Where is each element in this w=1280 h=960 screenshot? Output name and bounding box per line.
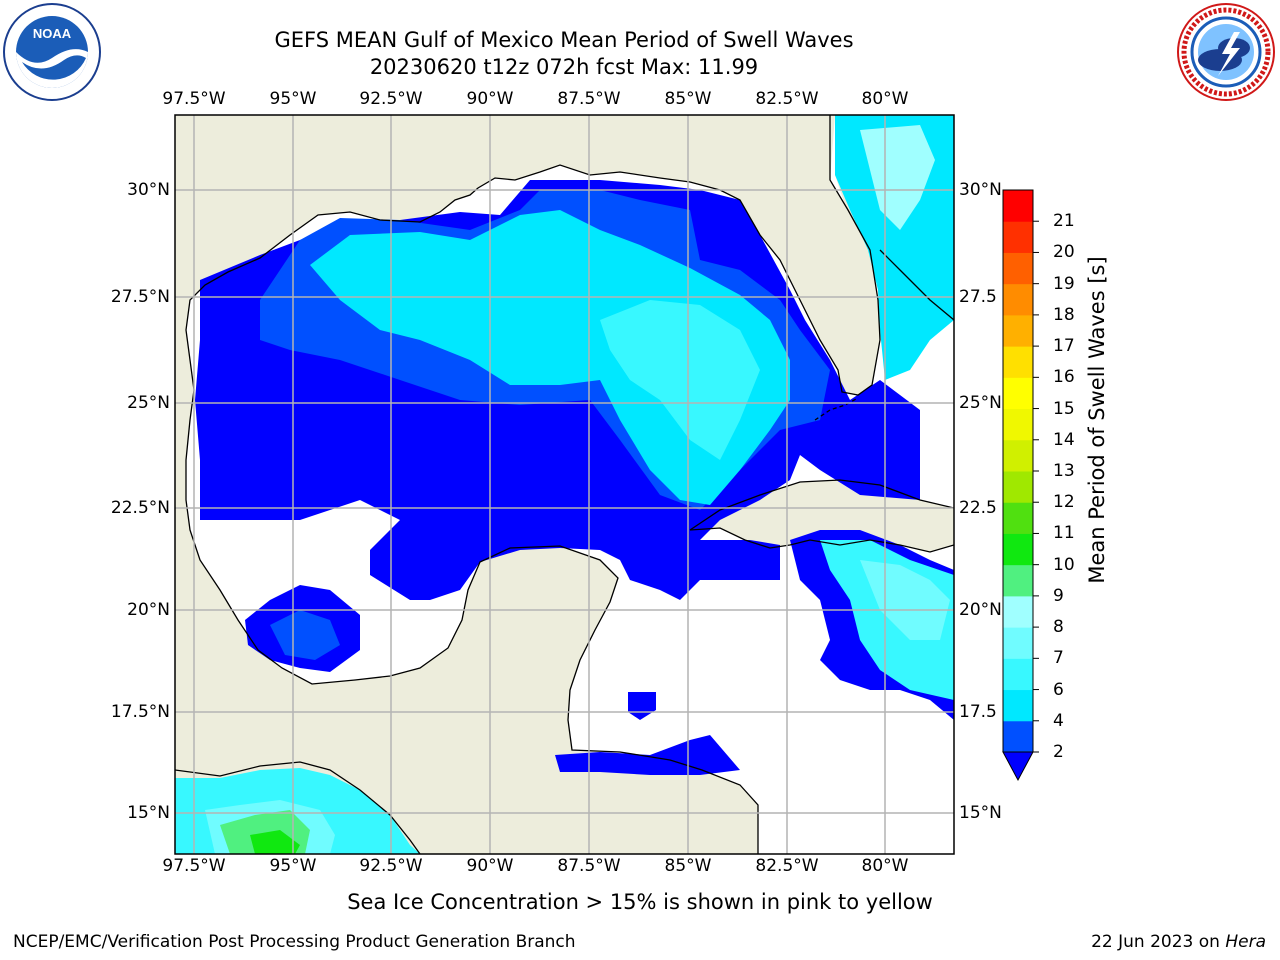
lat-label-left: 20°N	[127, 600, 170, 620]
credit-text: NCEP/EMC/Verification Post Processing Pr…	[13, 932, 576, 952]
lon-label-bottom: 87.5°W	[557, 856, 621, 876]
lon-label-top: 92.5°W	[359, 89, 423, 109]
colorbar-segment	[1003, 471, 1033, 503]
colorbar-segment	[1003, 314, 1033, 347]
colorbar-tick-label: 20	[1053, 242, 1075, 263]
shade-8-9-florida	[860, 125, 935, 230]
noaa-logo: NOAA	[3, 3, 101, 101]
colorbar-tick-label: 8	[1053, 617, 1064, 638]
colorbar-segment	[1003, 190, 1033, 222]
colorbar-label: Mean Period of Swell Waves [s]	[1085, 256, 1109, 584]
colorbar-segment	[1003, 283, 1033, 316]
lon-label-bottom: 97.5°W	[162, 856, 226, 876]
colorbar-segment	[1003, 533, 1033, 566]
colorbar-tick-label: 15	[1053, 398, 1075, 419]
shade-4-6	[310, 210, 790, 505]
colorbar-tick-label: 6	[1053, 679, 1064, 700]
lat-label-left: 25°N	[127, 393, 170, 413]
map-frame	[174, 114, 955, 855]
colorbar-tick-label: 13	[1053, 461, 1075, 481]
lon-label-top: 97.5°W	[162, 89, 226, 109]
colorbar-tick-label: 11	[1053, 523, 1075, 544]
colorbar-tick-label: 16	[1053, 367, 1075, 388]
colorbar-tick-label: 14	[1053, 429, 1075, 450]
lon-label-top: 95°W	[269, 89, 317, 109]
lat-label-left: 30°N	[127, 180, 170, 200]
colorbar-tick-label: 2	[1053, 742, 1064, 762]
lon-label-top: 85°W	[664, 89, 712, 109]
lat-label-left: 27.5°N	[110, 287, 170, 307]
colorbar-segment	[1003, 439, 1033, 472]
colorbar-segment	[1003, 627, 1033, 659]
colorbar-tick-label: 19	[1053, 273, 1075, 294]
coastlines	[175, 115, 954, 854]
svg-text:NOAA: NOAA	[33, 26, 72, 41]
colorbar-segment	[1003, 720, 1033, 753]
lat-label-left: 22.5°N	[110, 498, 170, 518]
lon-label-bottom: 80°W	[861, 856, 909, 876]
colorbar-segment	[1003, 346, 1033, 378]
lat-label-right: 15°N	[959, 803, 1002, 823]
colorbar-segment	[1003, 221, 1033, 253]
lon-label-top: 87.5°W	[557, 89, 621, 109]
colorbar-tick-label: 21	[1053, 211, 1075, 232]
lon-label-top: 80°W	[861, 89, 909, 109]
colorbar-segment	[1003, 564, 1033, 597]
lon-label-bottom: 82.5°W	[755, 856, 819, 876]
lat-label-right: 17.5	[959, 702, 997, 722]
colorbar-segment	[1003, 408, 1033, 441]
nws-logo	[1177, 3, 1275, 101]
shade-6-7	[600, 300, 760, 460]
lon-label-bottom: 85°W	[664, 856, 712, 876]
lat-label-left: 17.5°N	[110, 702, 170, 722]
colorbar-segment	[1003, 689, 1033, 722]
colorbar-tick-label: 17	[1053, 336, 1075, 357]
colorbar-tick-label: 4	[1053, 710, 1064, 731]
lon-label-bottom: 92.5°W	[359, 856, 423, 876]
shade-7-8-carib	[860, 560, 950, 640]
lat-label-right: 27.5	[959, 287, 997, 307]
colorbar-tick-label: 10	[1053, 554, 1075, 575]
colorbar	[1002, 189, 1039, 782]
colorbar-segment	[1003, 658, 1033, 691]
colorbar-segment	[1003, 595, 1033, 628]
shade-under-island	[628, 692, 656, 720]
lon-label-bottom: 90°W	[466, 856, 514, 876]
lon-label-bottom: 95°W	[269, 856, 317, 876]
colorbar-tick-label: 7	[1053, 648, 1064, 669]
colorbar-tick-label: 18	[1053, 304, 1075, 325]
lat-label-right: 30°N	[959, 180, 1002, 200]
chart-title: GEFS MEAN Gulf of Mexico Mean Period of …	[274, 28, 854, 52]
lat-label-left: 15°N	[127, 803, 170, 823]
colorbar-segment	[1003, 252, 1033, 285]
shade-pacific-10-11	[250, 830, 300, 854]
date-value: 22 Jun 2023 on	[1091, 932, 1226, 952]
lat-label-right: 20°N	[959, 600, 1002, 620]
gridlines	[175, 115, 954, 854]
colorbar-under-triangle	[1002, 751, 1034, 782]
colorbar-segment	[1003, 502, 1033, 534]
shade-under-belize	[555, 735, 740, 775]
host-name: Hera	[1225, 932, 1266, 952]
lon-label-top: 82.5°W	[755, 89, 819, 109]
lat-label-right: 22.5	[959, 498, 997, 518]
colorbar-tick-label: 9	[1053, 585, 1064, 606]
sea-ice-note: Sea Ice Concentration > 15% is shown in …	[347, 890, 933, 914]
colorbar-segment	[1003, 377, 1033, 410]
shade-2-4-campeche	[270, 610, 340, 660]
date-text: 22 Jun 2023 on Hera	[1091, 932, 1266, 952]
colorbar-tick-label: 12	[1053, 492, 1075, 513]
map-area	[175, 115, 954, 854]
chart-subtitle: 20230620 t12z 072h fcst Max: 11.99	[369, 55, 759, 79]
lat-label-right: 25°N	[959, 393, 1002, 413]
lon-label-top: 90°W	[466, 89, 514, 109]
